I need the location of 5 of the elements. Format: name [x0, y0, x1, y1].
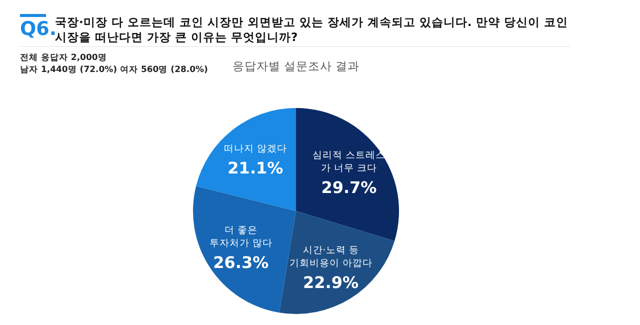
annotation: 남자 1,440명 (72.0%) 여자 560명 (28.0%) — [20, 64, 208, 76]
annotation: Q6. — [20, 18, 57, 40]
title: 국장·미장 다 오르는데 코인 시장만 외면받고 있는 장세가 계속되고 있습니다. 만약 당신이 코인 시장을 떠난다면 가장 큰 이유는 무엇입니까? — [55, 15, 569, 45]
annotation: 전체 응답자 2,000명 — [20, 52, 107, 64]
subtitle: 응답자별 설문조사 결과 — [232, 59, 360, 73]
